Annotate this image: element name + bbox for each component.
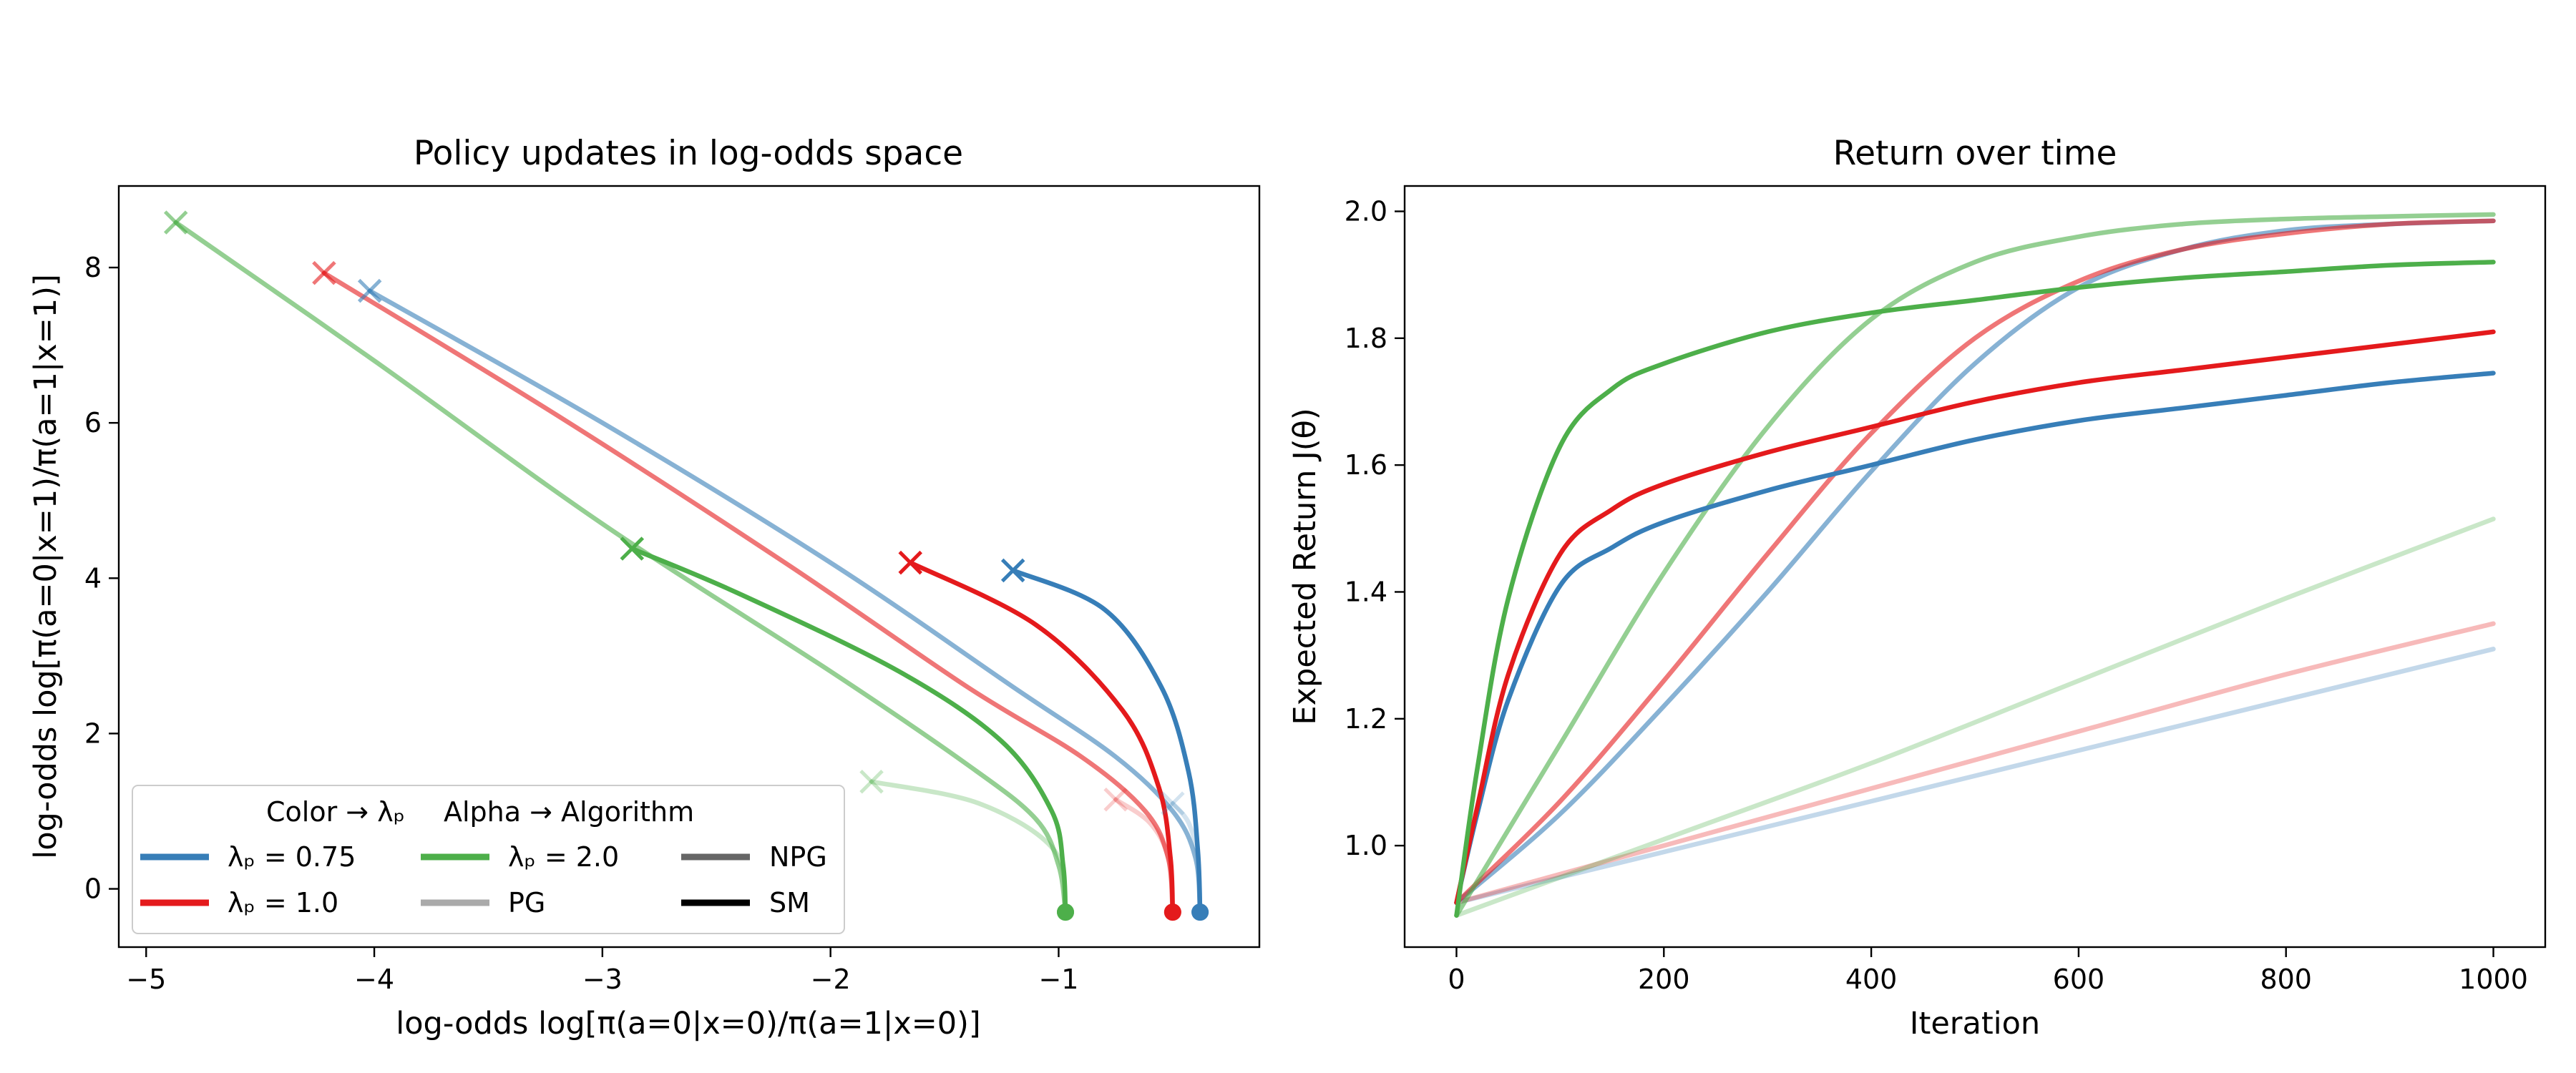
- return-xtick-label: 600: [2053, 964, 2105, 995]
- logodds-line-p-1-0-npg: [321, 270, 1176, 915]
- logodds-ytick-label: 8: [84, 252, 102, 283]
- logodds-start-p-2-0-sm: [1057, 903, 1075, 921]
- legend-header-color: Color → λₚ: [266, 796, 405, 828]
- legend-label-sm: SM: [769, 887, 810, 918]
- logodds-xtick-label: −3: [582, 964, 623, 995]
- logodds-end-stroke-b: [1103, 787, 1128, 812]
- return-xtick-label: 1000: [2459, 964, 2528, 995]
- logodds-end-stroke-a: [1103, 787, 1128, 812]
- return-series-layer: [1454, 212, 2496, 918]
- return-line-p-1-0-pg: [1454, 621, 2496, 906]
- return-ytick-label: 1.8: [1345, 323, 1387, 354]
- logodds-xtick-label: −2: [811, 964, 851, 995]
- legend-label-npg: NPG: [769, 841, 827, 873]
- return-ytick-label: 1.6: [1345, 449, 1387, 481]
- return-plot-frame: [1403, 185, 2547, 949]
- return-xtick-label: 800: [2260, 964, 2312, 995]
- logodds-line-p-2-0-sm: [630, 546, 1068, 915]
- return-chart-title: Return over time: [1833, 134, 2117, 173]
- logodds-end-stroke-a: [1161, 791, 1185, 815]
- return-line-p-2-0-pg: [1454, 516, 2496, 918]
- logodds-plot-frame: [117, 185, 1261, 949]
- legend-label-pg: PG: [508, 887, 545, 918]
- logodds-end-stroke-b: [898, 550, 923, 575]
- legend-label-lp10: λₚ = 1.0: [228, 887, 338, 918]
- logodds-y-ticks: 0 2 4 6 8: [84, 252, 119, 905]
- logodds-end-stroke-b: [859, 769, 884, 794]
- logodds-ytick-label: 0: [84, 873, 102, 905]
- legend-label-lp20: λₚ = 2.0: [508, 841, 619, 873]
- return-xtick-label: 200: [1638, 964, 1690, 995]
- logodds-series-layer: [173, 220, 1203, 915]
- logodds-end-p-0-75-sm: [1000, 558, 1025, 583]
- logodds-y-axis-label: log-odds log[π(a=0|x=1)/π(a=1|x=1)]: [28, 274, 64, 858]
- return-y-axis-label: Expected Return J(θ): [1287, 408, 1323, 725]
- logodds-end-stroke-b: [357, 278, 382, 303]
- logodds-line-p-0-75-sm: [1010, 568, 1203, 915]
- logodds-ytick-label: 2: [84, 717, 102, 749]
- logodds-end-stroke-b: [1000, 558, 1025, 583]
- legend-header-alpha: Alpha → Algorithm: [444, 796, 694, 828]
- return-line-p-2-0-npg: [1454, 212, 2496, 918]
- return-ytick-label: 2.0: [1345, 195, 1387, 227]
- return-y-ticks: 1.0 1.2 1.4 1.6 1.8 2.0: [1345, 195, 1405, 861]
- logodds-ytick-label: 4: [84, 562, 102, 594]
- return-line-p-1-0-sm: [1454, 329, 2496, 906]
- return-line-p-0-75-sm: [1454, 371, 2496, 906]
- logodds-end-stroke-b: [163, 210, 188, 235]
- logodds-start-p-0-75-sm: [1191, 903, 1209, 921]
- return-line-p-2-0-sm: [1454, 260, 2496, 918]
- return-xtick-label: 0: [1448, 964, 1465, 995]
- logodds-end-p-0-75-pg: [1161, 791, 1185, 815]
- return-x-axis-label: Iteration: [1910, 1006, 2040, 1042]
- return-ytick-label: 1.4: [1345, 576, 1387, 607]
- logodds-line-p-0-75-npg: [367, 288, 1203, 915]
- logodds-chart: Policy updates in log-odds space −5 −4 −3−…: [28, 134, 1261, 1042]
- return-line-p-0-75-npg: [1454, 218, 2496, 906]
- logodds-ytick-label: 6: [84, 407, 102, 438]
- logodds-end-p-2-0-sm: [620, 536, 645, 561]
- logodds-end-p-1-0-sm: [898, 550, 923, 575]
- logodds-end-p-1-0-pg: [1103, 787, 1128, 812]
- logodds-end-p-0-75-npg: [357, 278, 382, 303]
- logodds-end-stroke-b: [312, 260, 336, 285]
- logodds-line-p-1-0-sm: [907, 560, 1176, 915]
- logodds-end-p-2-0-pg: [859, 769, 884, 794]
- legend-label-lp075: λₚ = 0.75: [228, 841, 356, 873]
- logodds-line-p-2-0-npg: [173, 220, 1068, 915]
- logodds-end-stroke-b: [620, 536, 645, 561]
- return-line-p-1-0-npg: [1454, 218, 2496, 906]
- return-chart: Return over time 0 200 400 600 800 1000 1.01.…: [1287, 134, 2547, 1042]
- return-xtick-label: 400: [1845, 964, 1898, 995]
- logodds-x-ticks: −5 −4 −3 −2 −1: [126, 947, 1078, 995]
- logodds-marker-layer: [163, 210, 1209, 921]
- return-x-ticks: 0 200 400 600 800 1000: [1448, 947, 2528, 995]
- logodds-start-p-1-0-sm: [1163, 903, 1181, 921]
- logodds-xtick-label: −1: [1038, 964, 1078, 995]
- return-ytick-label: 1.2: [1345, 703, 1387, 735]
- logodds-end-stroke-b: [1161, 791, 1185, 815]
- logodds-xtick-label: −5: [126, 964, 166, 995]
- logodds-end-p-1-0-npg: [312, 260, 336, 285]
- logodds-end-p-2-0-npg: [163, 210, 188, 235]
- logodds-x-axis-label: log-odds log[π(a=0|x=0)/π(a=1|x=0)]: [396, 1006, 980, 1042]
- logodds-chart-title: Policy updates in log-odds space: [414, 134, 963, 173]
- logodds-xtick-label: −4: [354, 964, 394, 995]
- return-line-p-0-75-pg: [1454, 647, 2496, 906]
- legend: Color → λₚ Alpha → Algorithm λₚ = 0.75 λ…: [132, 785, 845, 934]
- return-ytick-label: 1.0: [1345, 830, 1387, 861]
- logodds-end-stroke-a: [859, 769, 884, 794]
